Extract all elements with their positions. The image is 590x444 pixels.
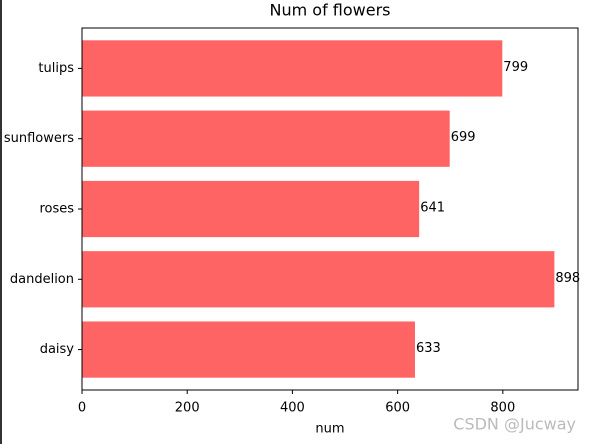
value-label: 699	[451, 130, 476, 145]
y-tick-label: roses	[39, 202, 74, 217]
bar	[82, 180, 420, 238]
x-tick-label: 200	[175, 401, 200, 416]
bar	[82, 110, 450, 167]
x-axis-label: num	[315, 422, 344, 437]
bar	[82, 40, 503, 97]
watermark: CSDN @Jucway	[453, 415, 576, 434]
bar	[82, 321, 415, 378]
y-tick-label: sunflowers	[4, 131, 74, 146]
value-label: 633	[416, 341, 441, 356]
value-label: 799	[503, 60, 528, 75]
y-tick-label: dandelion	[10, 272, 74, 287]
y-tick-label: daisy	[40, 342, 75, 357]
x-tick-label: 800	[490, 401, 515, 416]
value-label: 898	[555, 271, 580, 286]
y-tick-label: tulips	[38, 61, 74, 76]
chart-title: Num of flowers	[270, 1, 391, 20]
bar	[82, 251, 555, 308]
x-tick-label: 0	[78, 401, 86, 416]
value-label: 641	[420, 201, 445, 216]
plot-frame	[81, 27, 579, 391]
x-tick-label: 400	[280, 401, 305, 416]
x-tick-label: 600	[385, 401, 410, 416]
